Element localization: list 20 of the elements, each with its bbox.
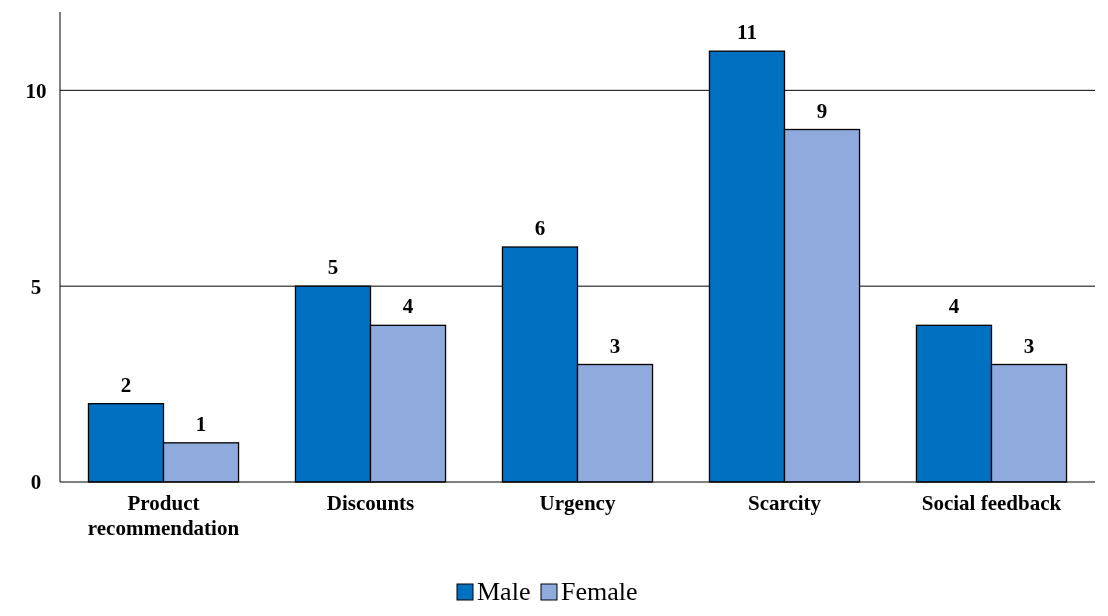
data-label: 5 — [327, 255, 339, 280]
legend-label: Male — [477, 577, 531, 606]
data-label: 3 — [609, 333, 621, 358]
data-label: 2 — [120, 372, 132, 397]
x-tick-label: Social feedback — [921, 491, 1062, 515]
data-label: 11 — [737, 20, 757, 45]
x-tick-label: Scarcity — [747, 491, 822, 515]
data-label: 6 — [534, 216, 546, 240]
data-label: 9 — [816, 98, 828, 123]
legend-label: Female — [561, 577, 638, 606]
data-label: 3 — [1023, 333, 1035, 358]
data-label: 1 — [195, 411, 207, 436]
data-label: 4 — [948, 294, 960, 319]
x-tick-label: Urgency — [539, 491, 616, 515]
x-tick-label: Product recommendation — [87, 491, 240, 540]
x-tick-label: Discounts — [326, 491, 415, 515]
y-tick-label: 10 — [25, 78, 47, 103]
y-tick-label: 0 — [30, 470, 42, 495]
data-label: 4 — [402, 294, 414, 319]
y-tick-label: 5 — [30, 274, 42, 299]
